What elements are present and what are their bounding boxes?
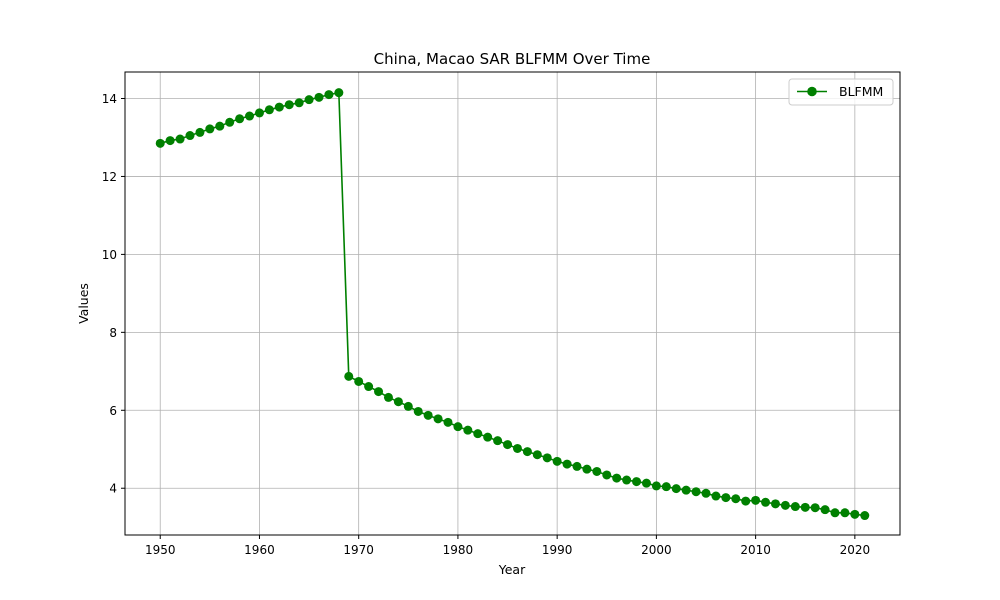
data-point	[542, 453, 552, 463]
legend-box	[788, 78, 894, 106]
y-tick-label: 12	[102, 170, 117, 184]
data-point	[155, 138, 165, 148]
data-point	[195, 127, 205, 137]
y-tick-label: 4	[109, 482, 117, 496]
data-point	[215, 121, 225, 131]
x-tick-label: 1960	[244, 543, 275, 557]
y-tick-label: 8	[109, 326, 117, 340]
data-point	[413, 406, 423, 416]
data-point	[800, 502, 810, 512]
data-point	[334, 88, 344, 98]
data-point	[661, 482, 671, 492]
data-point	[304, 95, 314, 105]
data-point	[711, 491, 721, 501]
y-tick-label: 14	[102, 92, 117, 106]
data-point	[423, 410, 433, 420]
y-tick-label: 10	[102, 248, 117, 262]
data-point	[592, 466, 602, 476]
data-point	[552, 456, 562, 466]
data-point	[770, 499, 780, 509]
data-point	[721, 493, 731, 503]
data-point	[294, 98, 304, 108]
data-point	[641, 478, 651, 488]
data-point	[493, 436, 503, 446]
legend-label: BLFMM	[839, 84, 883, 99]
x-tick-label: 2000	[641, 543, 672, 557]
data-point	[185, 131, 195, 141]
data-point	[850, 509, 860, 519]
x-tick-label: 1980	[443, 543, 474, 557]
data-point	[602, 470, 612, 480]
data-point	[860, 511, 870, 521]
data-point	[512, 443, 522, 453]
data-point	[741, 496, 751, 506]
data-point	[671, 484, 681, 494]
data-point	[751, 495, 761, 505]
y-axis-title: Values	[76, 283, 91, 324]
y-axis-ticks: 4 6 8 10 12 14	[102, 92, 125, 496]
y-tick-label: 6	[109, 404, 117, 418]
legend: BLFMM	[788, 78, 894, 106]
x-tick-label: 1990	[542, 543, 573, 557]
data-point	[503, 440, 513, 450]
x-tick-label: 2010	[740, 543, 771, 557]
data-point	[820, 505, 830, 515]
data-point	[364, 382, 374, 392]
x-tick-label: 2020	[840, 543, 871, 557]
data-point	[522, 447, 532, 457]
x-axis-ticks: 1950 1960 1970 1980 1990 2000 2010 2020	[145, 535, 870, 557]
data-point	[780, 500, 790, 510]
x-tick-label: 1970	[343, 543, 374, 557]
chart-title: China, Macao SAR BLFMM Over Time	[374, 50, 651, 68]
data-point	[393, 397, 403, 407]
data-point	[731, 494, 741, 504]
data-point	[632, 477, 642, 487]
plot-frame	[124, 71, 901, 536]
data-point	[473, 429, 483, 439]
data-point	[324, 90, 334, 100]
data-point	[810, 503, 820, 513]
data-point	[374, 387, 384, 397]
data-point	[175, 134, 185, 144]
data-point	[562, 459, 572, 469]
data-point	[651, 481, 661, 491]
x-tick-label: 1950	[145, 543, 176, 557]
data-point	[205, 124, 215, 134]
data-point	[840, 508, 850, 518]
data-point	[354, 376, 364, 386]
data-point	[235, 114, 245, 124]
data-point	[681, 485, 691, 495]
data-point	[165, 136, 175, 146]
data-point	[264, 105, 274, 115]
legend-marker-swatch	[807, 86, 817, 97]
data-point	[463, 425, 473, 435]
data-point	[314, 92, 324, 102]
data-point	[483, 432, 493, 442]
data-point	[761, 497, 771, 507]
data-point	[225, 117, 235, 127]
grid-lines	[125, 72, 900, 535]
data-point	[403, 401, 413, 411]
data-point	[622, 475, 632, 485]
data-point	[612, 473, 622, 483]
data-point	[245, 111, 255, 121]
data-point	[274, 102, 284, 112]
data-point	[433, 414, 443, 424]
data-point	[691, 487, 701, 497]
series-layer	[155, 88, 870, 521]
data-point	[790, 502, 800, 512]
data-point	[830, 508, 840, 518]
data-point	[453, 422, 463, 432]
data-point	[344, 371, 354, 381]
data-point	[383, 392, 393, 402]
data-point	[443, 417, 453, 427]
data-point	[701, 488, 711, 498]
data-point	[532, 450, 542, 460]
data-point	[284, 100, 294, 110]
data-point	[582, 464, 592, 474]
data-point	[572, 461, 582, 471]
x-axis-title: Year	[498, 562, 526, 577]
data-point	[254, 108, 264, 118]
